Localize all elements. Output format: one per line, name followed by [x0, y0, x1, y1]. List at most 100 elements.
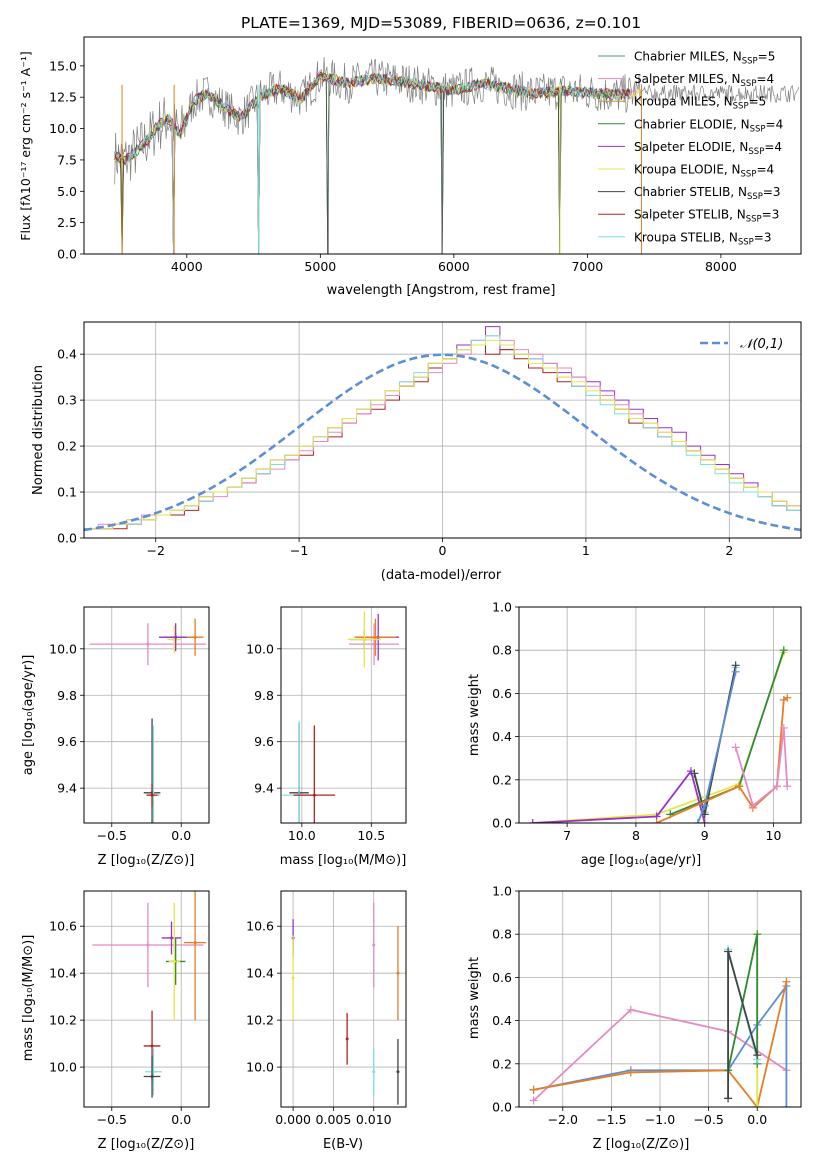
x-tick-label: 5000	[304, 259, 336, 274]
data-point	[150, 793, 154, 797]
y-tick-label: 1.0	[492, 600, 512, 615]
mass-age-xlabel: mass [log₁₀(M/M⊙)]	[280, 853, 407, 868]
z-weight-xlabel: Z [log₁₀(Z/Z⊙)]	[593, 1137, 690, 1152]
y-tick-label: 0.4	[492, 1013, 512, 1028]
data-point	[174, 635, 178, 639]
x-tick-label: 8000	[705, 259, 737, 274]
plus-marker	[779, 646, 788, 655]
y-tick-label: 10.0	[246, 1060, 274, 1075]
y-tick-label: 0.0	[492, 816, 512, 831]
y-tick-label: 0.0	[57, 247, 77, 262]
y-tick-label: 0.8	[492, 643, 512, 658]
x-tick-label: 0.010	[356, 1112, 392, 1127]
data-point	[291, 976, 295, 980]
y-tick-label: 10.2	[49, 1013, 77, 1028]
y-tick-label: 0.4	[57, 347, 77, 362]
axes-frame	[83, 321, 802, 539]
plus-marker	[652, 819, 661, 823]
model-spectrum-line	[114, 73, 631, 254]
z-age-panel: −0.5 0.0 9.4 9.6 9.8 10.0	[49, 606, 210, 843]
ebv-mass-panel: 0.000 0.005 0.010 10.0 10.2 10.4 10.6	[246, 890, 407, 1127]
data-point	[345, 1037, 349, 1041]
legend-label: Salpeter MILES, NSSP=4	[634, 72, 774, 89]
plus-marker	[529, 1085, 538, 1094]
y-tick-label: 15.0	[49, 58, 77, 73]
plus-marker	[753, 1051, 762, 1060]
y-tick-label: 9.6	[57, 734, 77, 749]
y-tick-label: 0.6	[492, 686, 512, 701]
histogram-step-line	[84, 335, 801, 530]
x-tick-label: −0.5	[97, 1112, 127, 1127]
mass-age-panel: 10.0 10.5 9.4 9.6 9.8 10.0	[246, 606, 407, 843]
legend-label: Chabrier STELIB, NSSP=3	[634, 185, 781, 202]
scatter-plot-area	[291, 902, 400, 1105]
y-tick-label: 10.6	[246, 919, 274, 934]
line-plot-area	[529, 930, 791, 1107]
age-weight-ylabel: mass weight	[467, 674, 482, 756]
legend-label: 𝒩(0,1)	[740, 337, 783, 352]
y-tick-label: 10.0	[246, 641, 274, 656]
x-tick-label: 0.0	[747, 1112, 767, 1127]
z-age-ylabel: age [log₁₀(age/yr)]	[21, 655, 36, 776]
plus-marker	[735, 782, 744, 791]
y-tick-label: 0.4	[492, 729, 512, 744]
spectrum-xlabel: wavelength [Angstrom, rest frame]	[327, 283, 556, 298]
x-tick-label: −2.0	[548, 1112, 578, 1127]
y-tick-label: 7.5	[57, 152, 77, 167]
histogram-step-line	[84, 335, 801, 530]
x-tick-label: 2	[725, 543, 733, 558]
histogram-plot-area	[84, 326, 801, 532]
y-tick-label: 0.1	[57, 485, 77, 500]
mass-weight-line	[533, 983, 788, 1107]
x-tick-label: 4000	[171, 259, 203, 274]
plus-marker	[693, 819, 702, 823]
plus-marker	[783, 693, 792, 702]
y-tick-label: 5.0	[57, 184, 77, 199]
y-tick-label: 10.2	[246, 1013, 274, 1028]
data-point	[170, 936, 173, 940]
x-tick-label: 7	[563, 828, 571, 843]
plus-marker	[783, 782, 792, 791]
y-tick-label: 10.6	[49, 919, 77, 934]
y-tick-label: 1.0	[492, 884, 512, 899]
y-tick-label: 0.2	[492, 1056, 512, 1071]
plus-marker	[782, 1103, 791, 1107]
spectrum-ylabel: Flux [fλ10⁻¹⁷ erg cm⁻² s⁻¹ A⁻¹]	[18, 51, 33, 240]
scatter-plot-area	[89, 618, 207, 823]
x-tick-label: 6000	[438, 259, 470, 274]
plus-marker	[700, 819, 709, 823]
y-tick-label: 0.6	[492, 970, 512, 985]
spectrum-plot-area	[114, 57, 800, 254]
legend-label: Kroupa STELIB, NSSP=3	[634, 230, 772, 247]
plus-marker	[772, 782, 781, 791]
y-tick-label: 0.8	[492, 927, 512, 942]
x-tick-label: 10.0	[288, 828, 316, 843]
data-point	[172, 959, 176, 963]
scatter-plot-area	[92, 891, 207, 1098]
model-spectrum-line	[114, 72, 631, 254]
x-tick-label: 7000	[571, 259, 603, 274]
y-tick-label: 0.0	[492, 1100, 512, 1115]
line-plot-area	[528, 646, 792, 823]
x-tick-label: 9	[701, 828, 709, 843]
mass-weight-line	[532, 769, 706, 823]
data-point	[193, 941, 197, 945]
plus-marker	[731, 667, 740, 676]
axes-frame	[518, 606, 802, 824]
data-point	[372, 943, 376, 947]
x-tick-label: −1.0	[645, 1112, 675, 1127]
model-spectrum-line	[114, 71, 631, 254]
plus-marker	[528, 819, 537, 823]
plus-marker	[782, 977, 791, 986]
plus-marker	[724, 947, 733, 956]
mass-weight-line	[669, 649, 785, 816]
x-tick-label: 0	[439, 543, 447, 558]
y-tick-label: 2.5	[57, 215, 77, 230]
y-tick-label: 10.0	[49, 121, 77, 136]
y-tick-label: 9.4	[57, 781, 77, 796]
x-tick-label: 0.005	[316, 1112, 352, 1127]
legend-label: Chabrier ELODIE, NSSP=4	[634, 117, 783, 134]
z-mass-xlabel: Z [log₁₀(Z/Z⊙)]	[98, 1137, 195, 1152]
x-tick-label: 10	[766, 828, 782, 843]
